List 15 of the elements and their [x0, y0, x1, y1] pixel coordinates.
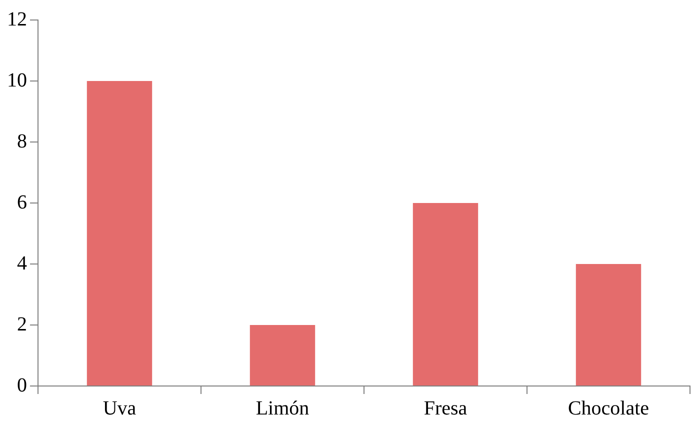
- bar: [86, 81, 152, 386]
- bar: [250, 325, 316, 386]
- x-tick-label: Fresa: [424, 397, 468, 420]
- x-tick-label: Limón: [256, 397, 310, 420]
- x-tick-label: Uva: [102, 397, 136, 420]
- bar: [576, 264, 642, 386]
- y-tick-label: 2: [17, 313, 27, 336]
- x-tick-label: Chocolate: [568, 397, 650, 420]
- y-tick-label: 4: [17, 252, 27, 274]
- y-tick-label: 12: [7, 8, 27, 30]
- bar: [412, 203, 478, 386]
- y-tick-label: 6: [17, 191, 27, 214]
- y-tick-label: 0: [17, 374, 27, 396]
- y-tick-label: 8: [17, 130, 27, 152]
- y-tick-label: 10: [7, 69, 27, 92]
